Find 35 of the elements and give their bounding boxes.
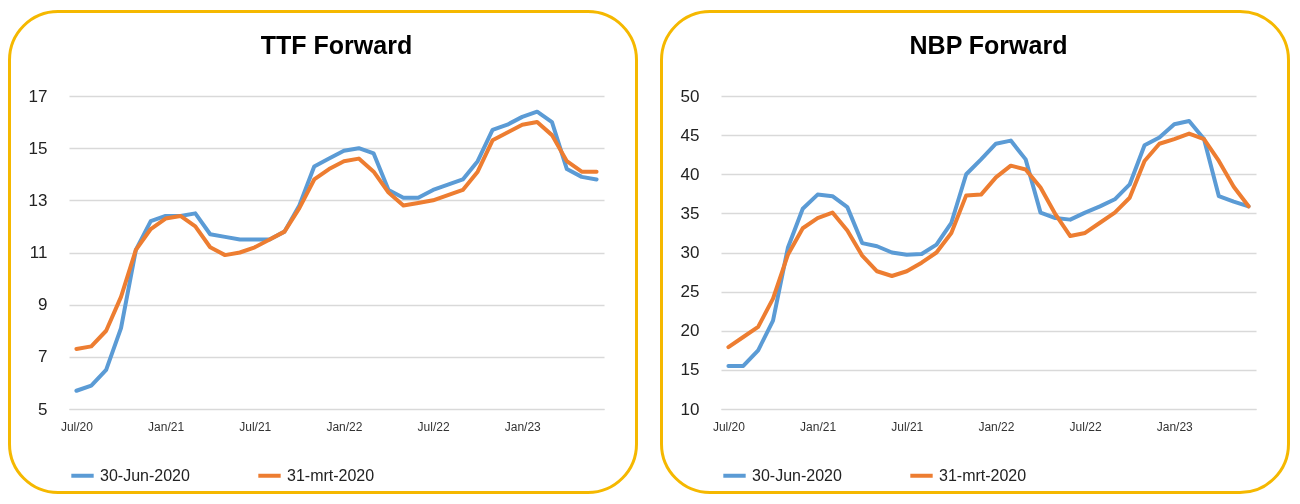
- x-tick-label: Jul/21: [239, 419, 272, 434]
- y-tick-label: 7: [38, 347, 48, 367]
- x-tick-label: Jan/21: [800, 419, 837, 434]
- legend-label: 31-mrt-2020: [939, 466, 1027, 484]
- x-tick-label: Jan/22: [978, 419, 1015, 434]
- x-tick-label: Jan/22: [326, 419, 363, 434]
- x-tick-label: Jul/22: [417, 419, 450, 434]
- y-tick-label: 17: [28, 86, 48, 106]
- x-tick-label: Jan/23: [504, 419, 542, 434]
- y-tick-label: 45: [680, 125, 700, 145]
- y-tick-label: 15: [28, 138, 48, 158]
- y-tick-label: 11: [29, 243, 48, 262]
- chart-title: TTF Forward: [260, 31, 413, 59]
- y-tick-label: 40: [680, 164, 700, 184]
- x-tick-label: Jul/22: [1069, 419, 1102, 434]
- y-tick-label: 35: [680, 203, 700, 223]
- legend-label: 30-Jun-2020: [100, 466, 190, 484]
- legend-label: 30-Jun-2020: [752, 466, 842, 484]
- legend-label: 31-mrt-2020: [287, 466, 375, 484]
- y-tick-label: 30: [680, 243, 700, 262]
- x-tick-label: Jul/20: [712, 419, 746, 434]
- y-tick-label: 13: [28, 190, 48, 210]
- y-tick-label: 20: [680, 321, 700, 341]
- chart-title: NBP Forward: [909, 31, 1068, 59]
- y-tick-label: 15: [680, 360, 700, 380]
- y-tick-label: 25: [680, 282, 700, 302]
- x-tick-label: Jan/23: [1156, 419, 1194, 434]
- line-series: [74, 120, 599, 352]
- x-tick-label: Jan/21: [148, 419, 185, 434]
- y-tick-label: 5: [38, 399, 48, 419]
- y-tick-label: 50: [680, 86, 700, 106]
- x-tick-label: Jul/20: [60, 419, 94, 434]
- y-tick-label: 9: [38, 295, 48, 315]
- y-tick-label: 10: [680, 399, 700, 419]
- x-tick-label: Jul/21: [891, 419, 924, 434]
